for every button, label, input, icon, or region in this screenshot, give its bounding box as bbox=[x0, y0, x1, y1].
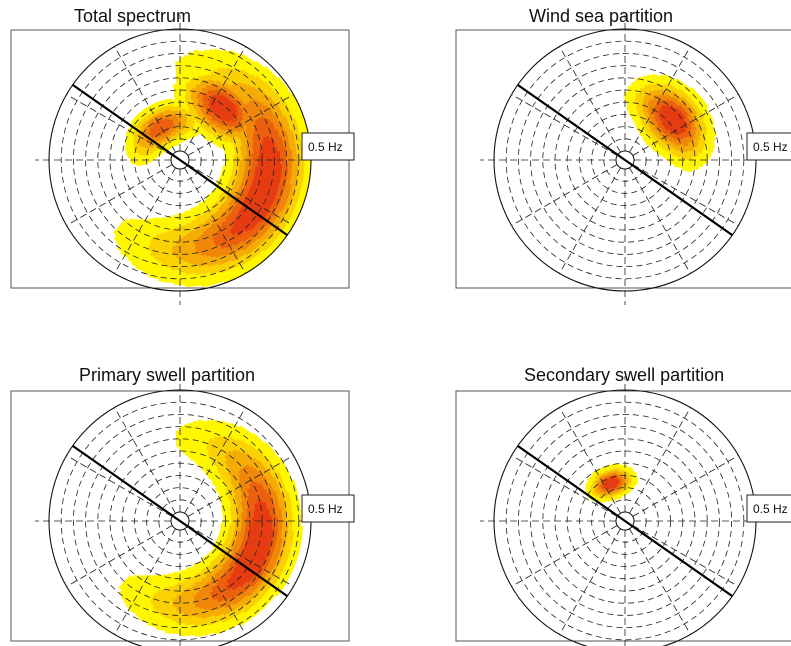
contour-cell bbox=[190, 283, 197, 287]
panel-total-spectrum: Total spectrum 0.5 Hz bbox=[0, 0, 395, 323]
panel-title: Total spectrum bbox=[74, 6, 192, 26]
contour-cell bbox=[175, 61, 181, 64]
contour-cell bbox=[179, 57, 185, 60]
polar-plot: 0.5 Hz bbox=[10, 15, 355, 305]
contour-cell bbox=[168, 280, 176, 284]
ring-label: 0.5 Hz bbox=[301, 132, 355, 161]
ring-label-text: 0.5 Hz bbox=[308, 140, 343, 154]
contour-cell bbox=[185, 284, 192, 288]
panel-wind-sea: Wind sea partition 0.5 Hz bbox=[445, 0, 791, 323]
contour-cell bbox=[168, 98, 173, 102]
contour-cell bbox=[158, 278, 165, 283]
contour-cell bbox=[624, 91, 629, 95]
contour-cell bbox=[184, 55, 190, 59]
contour-cell bbox=[163, 279, 170, 283]
contour-cell bbox=[174, 282, 181, 286]
contour-cell bbox=[689, 168, 693, 173]
polar-plot: 0.5 Hz bbox=[455, 15, 791, 305]
contour-cell bbox=[195, 282, 203, 287]
direction-spoke bbox=[66, 164, 173, 226]
contour-cell bbox=[179, 282, 186, 286]
spectrum-contours bbox=[113, 48, 311, 288]
contour-cell bbox=[173, 83, 178, 87]
contour-cell bbox=[193, 49, 200, 54]
